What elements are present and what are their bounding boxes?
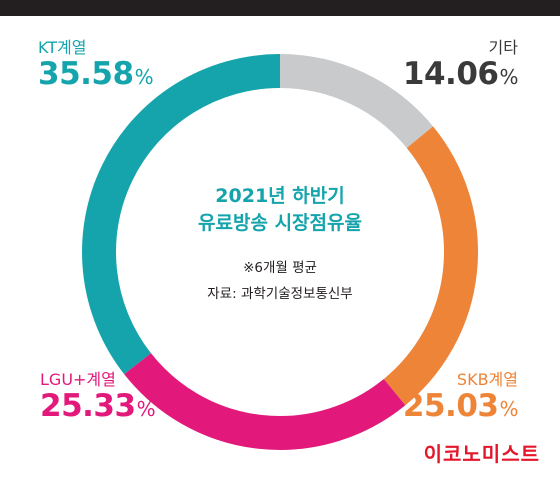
donut-slice-3 xyxy=(82,54,281,375)
donut-slices xyxy=(82,54,478,450)
slice-label-skb: SKB계열 25.03% xyxy=(402,370,519,424)
slice-name-etc: 기타 xyxy=(488,38,518,57)
donut-slice-2 xyxy=(124,352,406,450)
slice-label-etc: 기타 14.06% xyxy=(402,38,519,92)
slice-name-skb: SKB계열 xyxy=(456,370,518,389)
slice-name-kt: KT계열 xyxy=(38,38,87,57)
donut-slice-0 xyxy=(279,54,434,149)
top-bar xyxy=(0,0,560,16)
chart-note-source: 자료: 과학기술정보통신부 xyxy=(207,286,352,302)
slice-unit-skb: % xyxy=(499,397,518,421)
brand-logo: 이코노미스트 xyxy=(423,442,540,466)
slice-unit-kt: % xyxy=(134,65,154,89)
slice-value-lgu: 25.33 xyxy=(40,388,136,424)
chart-title-line-1: 2021년 하반기 xyxy=(215,185,344,207)
slice-label-kt: KT계열 35.58% xyxy=(38,38,154,92)
slice-unit-lgu: % xyxy=(136,397,156,421)
slice-name-lgu: LGU+계열 xyxy=(40,370,116,389)
slice-value-kt: 35.58 xyxy=(38,56,134,92)
donut-slice-1 xyxy=(383,126,478,406)
slice-label-lgu: LGU+계열 25.33% xyxy=(40,370,156,424)
chart-note-period: ※6개월 평균 xyxy=(243,260,317,276)
slice-unit-etc: % xyxy=(499,65,518,89)
chart-title-line-2: 유료방송 시장점유율 xyxy=(198,212,362,234)
slice-value-etc: 14.06 xyxy=(402,56,499,92)
slice-value-skb: 25.03 xyxy=(402,388,499,424)
